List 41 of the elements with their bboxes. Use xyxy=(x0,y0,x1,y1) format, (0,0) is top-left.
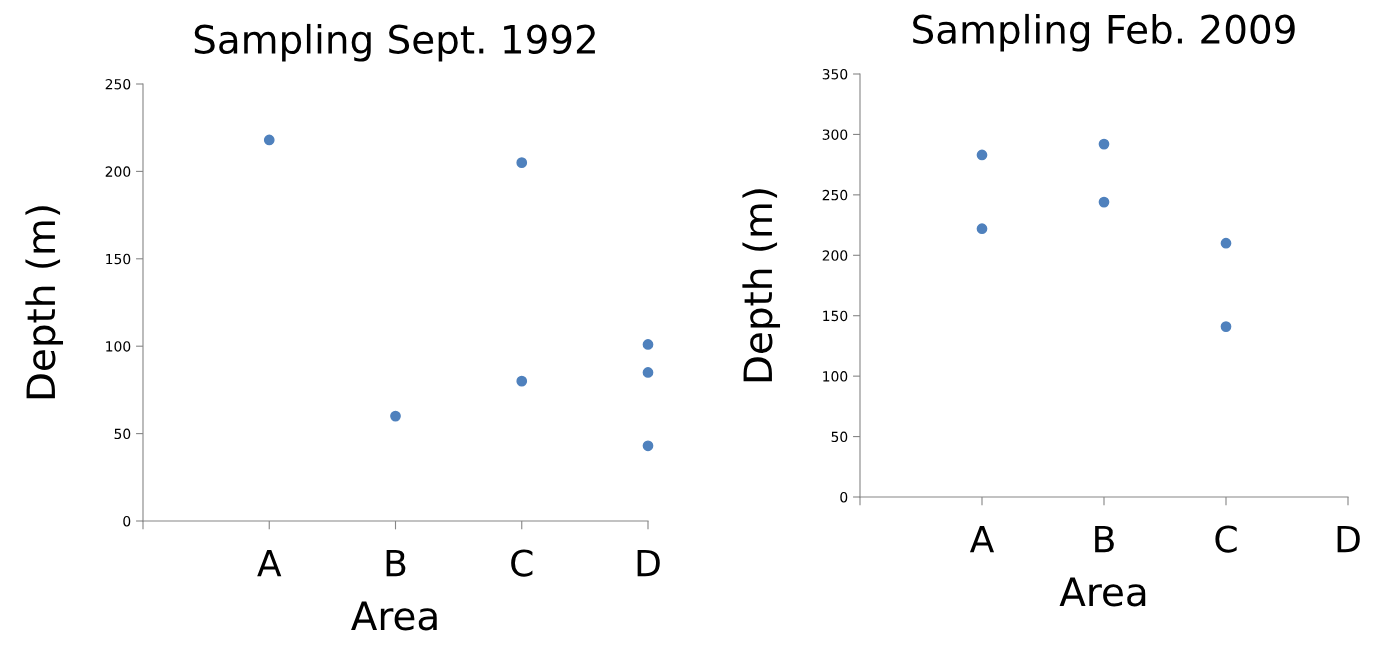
point xyxy=(390,410,401,422)
point xyxy=(516,157,528,169)
point xyxy=(642,440,654,452)
x-axis-title: Area xyxy=(1059,577,1146,607)
point xyxy=(976,223,988,235)
point xyxy=(263,134,275,146)
point xyxy=(642,339,654,350)
y-tick-label: 0 xyxy=(123,515,131,527)
y-axis-title: Depth (m) xyxy=(742,189,781,382)
chart-title: Sampling Sept. 1992 xyxy=(194,23,595,62)
y-tick-label: 350 xyxy=(822,68,848,80)
point xyxy=(516,375,528,387)
x-tick-label: C xyxy=(511,549,533,577)
x-tick-label: B xyxy=(386,549,406,577)
y-axis-title: Depth (m) xyxy=(25,206,64,399)
y-tick-label: 200 xyxy=(822,250,848,261)
y-tick-label: 100 xyxy=(106,341,131,352)
x-tick-label: A xyxy=(969,525,995,553)
point xyxy=(1098,138,1110,150)
point xyxy=(1220,321,1232,332)
x-tick-label: D xyxy=(1337,525,1360,553)
point xyxy=(1220,237,1232,249)
y-tick-label: 150 xyxy=(106,253,131,265)
y-tick-label: 250 xyxy=(105,78,131,90)
y-tick-label: 0 xyxy=(840,491,848,503)
chart-title: Sampling Feb. 2009 xyxy=(913,13,1295,52)
point xyxy=(1098,196,1110,208)
x-axis-title: Area xyxy=(351,601,437,631)
y-tick-label: 250 xyxy=(822,189,848,201)
y-tick-label: 200 xyxy=(105,166,131,177)
point xyxy=(642,367,654,378)
point xyxy=(976,149,988,161)
y-tick-label: 150 xyxy=(823,310,848,322)
x-tick-label: D xyxy=(637,549,660,577)
x-tick-label: C xyxy=(1215,525,1237,553)
y-tick-label: 300 xyxy=(822,129,848,140)
x-tick-label: A xyxy=(257,549,282,577)
y-tick-label: 50 xyxy=(114,428,131,440)
y-tick-label: 100 xyxy=(823,371,848,382)
y-tick-label: 50 xyxy=(831,431,848,443)
x-tick-label: B xyxy=(1095,525,1114,553)
